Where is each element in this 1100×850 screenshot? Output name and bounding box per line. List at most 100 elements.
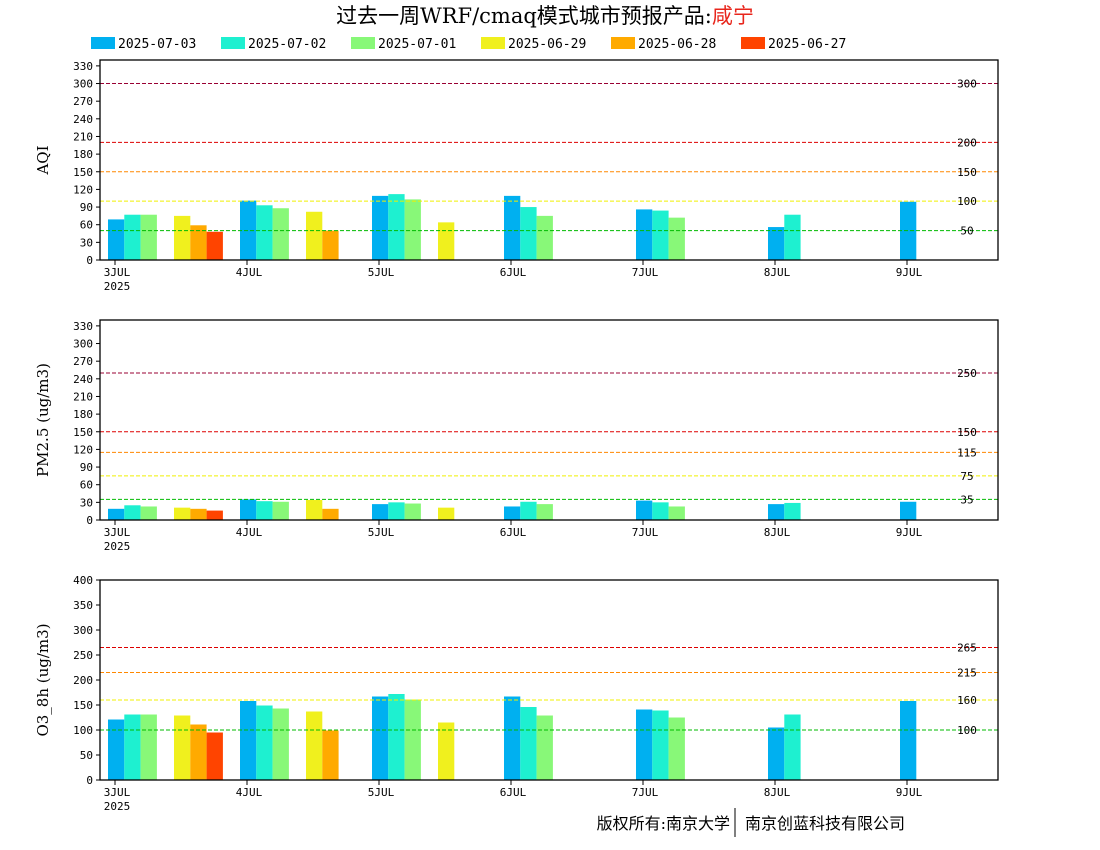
- y-tick-label: 0: [86, 254, 93, 267]
- thresholds: 50 100 150 200 300: [100, 78, 998, 238]
- chart-title-main: 过去一周WRF/cmaq模式城市预报产品:: [336, 4, 712, 28]
- bar: [372, 696, 389, 780]
- bar: [124, 714, 141, 780]
- bar: [784, 714, 801, 780]
- y-tick-label: 90: [80, 461, 93, 474]
- bar: [306, 711, 323, 780]
- y-tick-label: 250: [73, 649, 93, 662]
- y-tick-label: 350: [73, 599, 93, 612]
- bar: [652, 502, 669, 520]
- legend-label: 2025-07-03: [118, 37, 196, 52]
- y-tick-label: 300: [73, 624, 93, 637]
- y-axis: 0 30 60 90 120 150 180 210 240 270 300 330: [73, 60, 100, 267]
- bar: [372, 195, 389, 260]
- y-tick-label: 90: [80, 201, 93, 214]
- x-tick-label: 6JUL: [500, 526, 527, 539]
- x-tick-label: 6JUL: [500, 786, 527, 799]
- legend-swatch: [741, 37, 765, 49]
- bar: [536, 715, 553, 780]
- x-tick-label: 5JUL: [368, 786, 395, 799]
- bar: [256, 501, 273, 520]
- x-tick-label: 9JUL: [896, 786, 923, 799]
- x-tick-label: 5JUL: [368, 266, 395, 279]
- x-tick-label: 7JUL: [632, 786, 659, 799]
- x-tick-label: 3JUL: [104, 266, 131, 279]
- y-axis-label: PM2.5 (ug/m3): [34, 363, 52, 477]
- threshold-label: 100: [957, 724, 977, 737]
- x-tick-label: 9JUL: [896, 526, 923, 539]
- x-tick-label: 7JUL: [632, 266, 659, 279]
- y-tick-label: 200: [73, 674, 93, 687]
- x-tick-year-label: 2025: [104, 280, 131, 293]
- y-tick-label: 150: [73, 699, 93, 712]
- y-tick-label: 400: [73, 574, 93, 587]
- threshold-label: 115: [957, 446, 977, 459]
- x-tick-label: 8JUL: [764, 526, 791, 539]
- legend-swatch: [91, 37, 115, 49]
- legend-swatch: [221, 37, 245, 49]
- y-tick-label: 30: [80, 236, 93, 249]
- bar: [240, 200, 257, 260]
- bar: [438, 507, 455, 520]
- x-tick-label: 3JUL: [104, 786, 131, 799]
- y-tick-label: 60: [80, 479, 93, 492]
- legend-swatch: [611, 37, 635, 49]
- bar: [520, 501, 537, 520]
- bar: [306, 500, 323, 520]
- y-tick-label: 180: [73, 408, 93, 421]
- bar: [174, 215, 191, 260]
- footer-copyright-right: 南京创蓝科技有限公司: [745, 814, 905, 833]
- bar: [272, 501, 289, 520]
- bar: [206, 231, 223, 260]
- bar: [388, 194, 405, 260]
- bar: [272, 708, 289, 780]
- bar: [900, 201, 917, 260]
- threshold-label: 250: [957, 367, 977, 380]
- bar: [520, 707, 537, 780]
- threshold-label: 100: [957, 195, 977, 208]
- bar: [636, 500, 653, 520]
- y-tick-label: 330: [73, 320, 93, 333]
- x-tick-label: 4JUL: [236, 786, 263, 799]
- bar: [768, 227, 785, 260]
- chart-title: 过去一周WRF/cmaq模式城市预报产品:咸宁: [336, 4, 754, 28]
- threshold-label: 215: [957, 667, 977, 680]
- y-tick-label: 60: [80, 219, 93, 232]
- bar: [404, 503, 421, 520]
- threshold-label: 75: [960, 470, 973, 483]
- bar: [900, 701, 917, 780]
- bars: [108, 499, 917, 520]
- bar: [190, 508, 207, 520]
- x-tick-label: 5JUL: [368, 526, 395, 539]
- bar: [636, 209, 653, 260]
- plot-frame: [99, 59, 999, 261]
- bar: [404, 199, 421, 260]
- y-tick-label: 0: [86, 514, 93, 527]
- y-tick-label: 120: [73, 183, 93, 196]
- bar: [536, 504, 553, 520]
- bar: [140, 506, 157, 520]
- bar: [124, 214, 141, 260]
- y-axis-label: O3_8h (ug/m3): [34, 623, 52, 736]
- bar: [108, 719, 125, 780]
- threshold-label: 150: [957, 166, 977, 179]
- footer-copyright-left: 版权所有:南京大学: [597, 814, 730, 833]
- chart-panel: 50 100 150 200 300 0 30 60 90 120 150 180 210 240 270 3…: [34, 59, 999, 293]
- y-tick-label: 210: [73, 130, 93, 143]
- bar: [636, 709, 653, 780]
- bar: [240, 701, 257, 780]
- legend: 2025-07-03 2025-07-02 2025-07-01 2025-06-29…: [91, 37, 846, 52]
- y-tick-label: 270: [73, 95, 93, 108]
- x-tick-label: 8JUL: [764, 266, 791, 279]
- bar: [206, 732, 223, 780]
- bar: [140, 714, 157, 780]
- bar: [652, 210, 669, 260]
- y-axis-label: AQI: [34, 145, 52, 175]
- bar: [504, 506, 521, 520]
- bar: [388, 694, 405, 780]
- bar: [388, 502, 405, 520]
- bar: [536, 215, 553, 260]
